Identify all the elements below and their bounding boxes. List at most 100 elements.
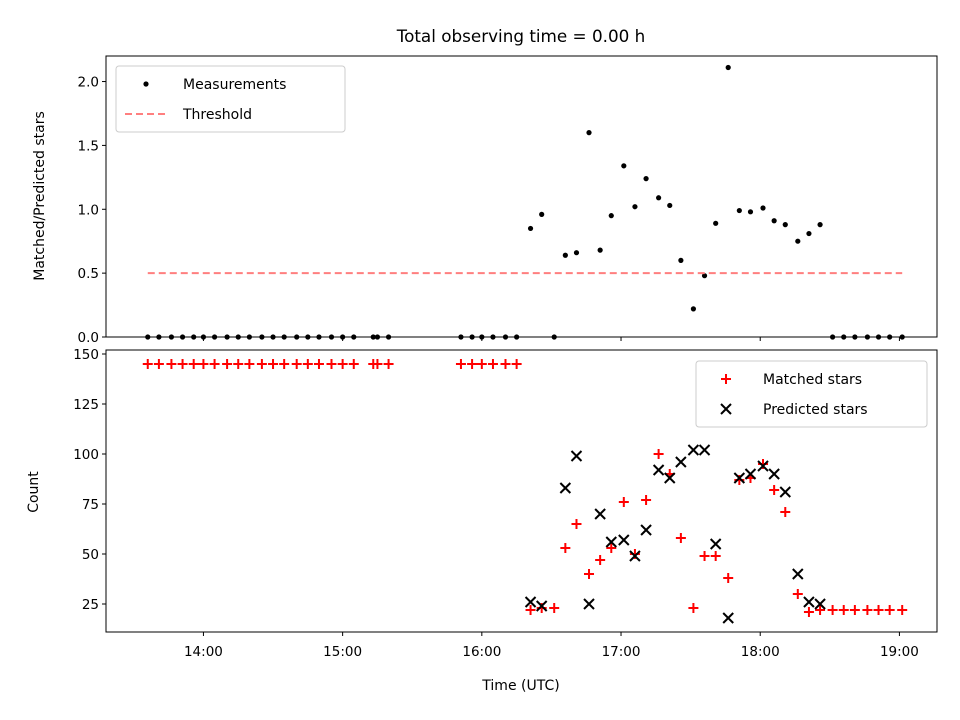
measurement-point bbox=[760, 205, 766, 211]
predicted-point bbox=[605, 536, 617, 548]
predicted-point bbox=[768, 468, 780, 480]
matched-point bbox=[372, 359, 383, 369]
matched-point bbox=[455, 359, 466, 369]
matched-point bbox=[675, 533, 686, 543]
measurement-point bbox=[667, 202, 673, 209]
measurement-point bbox=[725, 64, 731, 71]
legend-frame bbox=[115, 65, 346, 133]
ratio-panel: 0.00.51.01.52.0 Matched/Predicted stars … bbox=[32, 55, 938, 346]
x-tick-label: 14:00 bbox=[184, 644, 223, 660]
count-legend: Matched stars Predicted stars bbox=[695, 360, 928, 428]
measurement-point bbox=[539, 211, 545, 217]
predicted-point bbox=[664, 472, 676, 484]
matched-point bbox=[337, 359, 348, 369]
count-y-axis-label: Count bbox=[26, 471, 42, 513]
predicted-point bbox=[803, 596, 815, 608]
predicted-point bbox=[652, 464, 665, 476]
legend-key-matched bbox=[721, 374, 731, 384]
matched-point bbox=[177, 359, 188, 369]
ratio-y-axis: 0.0 0.5 1.0 1.5 2.0 bbox=[78, 75, 106, 346]
legend-label: Measurements bbox=[183, 77, 286, 93]
matched-point bbox=[780, 507, 791, 517]
legend-key-measurements bbox=[143, 81, 149, 87]
x-tick-label: 17:00 bbox=[602, 644, 641, 660]
predicted-point bbox=[792, 568, 804, 580]
x-tick-label: 19:00 bbox=[880, 644, 919, 660]
time-x-axis: 14:00 15:00 16:00 17:00 18:00 19:00 bbox=[184, 632, 919, 660]
y-tick-label: 0.0 bbox=[78, 330, 99, 346]
predicted-point bbox=[535, 600, 548, 612]
measurement-point bbox=[690, 306, 697, 312]
matched-point bbox=[198, 359, 209, 369]
measurement-point bbox=[678, 257, 684, 263]
measurement-point bbox=[573, 250, 580, 256]
predicted-point bbox=[744, 468, 757, 480]
matched-point bbox=[291, 359, 302, 369]
matched-point bbox=[233, 359, 244, 369]
measurement-point bbox=[586, 130, 592, 136]
matched-point bbox=[699, 551, 710, 561]
y-tick-label: 1.5 bbox=[78, 138, 99, 154]
y-tick-label: 75 bbox=[82, 497, 99, 513]
legend-frame bbox=[695, 360, 928, 428]
y-tick-label: 100 bbox=[73, 447, 99, 463]
matched-point bbox=[525, 605, 536, 615]
predicted-point bbox=[675, 456, 687, 468]
legend-label: Predicted stars bbox=[763, 402, 868, 418]
measurement-point bbox=[713, 220, 719, 226]
predicted-point bbox=[709, 538, 722, 550]
predicted-point bbox=[583, 598, 595, 610]
measurement-point bbox=[656, 195, 662, 201]
matched-point bbox=[838, 605, 849, 615]
matched-point bbox=[803, 607, 814, 617]
matched-point bbox=[302, 359, 313, 369]
measurement-point bbox=[817, 222, 823, 228]
matched-point bbox=[467, 359, 478, 369]
matched-point bbox=[268, 359, 279, 369]
matched-point bbox=[326, 359, 337, 369]
legend-label: Matched stars bbox=[763, 372, 862, 388]
count-y-axis: 25 50 75 100 125 150 bbox=[73, 347, 106, 613]
measurement-point bbox=[806, 230, 812, 237]
measurement-point bbox=[782, 222, 788, 228]
matched-point bbox=[815, 605, 826, 615]
x-axis-label: Time (UTC) bbox=[481, 678, 559, 694]
matched-point bbox=[653, 449, 664, 459]
matched-point bbox=[222, 359, 233, 369]
matched-point bbox=[897, 605, 908, 615]
legend-label: Threshold bbox=[182, 107, 252, 123]
predicted-point bbox=[629, 550, 641, 562]
y-tick-label: 0.5 bbox=[78, 266, 99, 282]
measurement-point bbox=[771, 218, 777, 224]
matched-point bbox=[873, 605, 884, 615]
matched-point bbox=[166, 359, 177, 369]
matched-point bbox=[476, 359, 487, 369]
predicted-point bbox=[687, 444, 700, 456]
matched-point bbox=[256, 359, 267, 369]
matched-point bbox=[884, 605, 895, 615]
x-tick-label: 16:00 bbox=[462, 644, 501, 660]
matched-point bbox=[500, 359, 511, 369]
predicted-point bbox=[814, 598, 826, 610]
matched-point bbox=[710, 551, 721, 561]
matched-point bbox=[849, 605, 860, 615]
y-tick-label: 125 bbox=[73, 397, 99, 413]
matched-point bbox=[827, 605, 838, 615]
y-tick-label: 50 bbox=[82, 547, 99, 563]
predicted-point bbox=[559, 482, 572, 494]
predicted-point bbox=[594, 508, 606, 520]
matched-point bbox=[279, 359, 290, 369]
measurement-point bbox=[597, 247, 603, 253]
matched-point bbox=[209, 359, 220, 369]
predicted-point bbox=[524, 596, 537, 608]
predicted-point bbox=[722, 612, 734, 624]
x-tick-label: 15:00 bbox=[323, 644, 362, 660]
matched-point bbox=[153, 359, 164, 369]
measurement-point bbox=[795, 238, 801, 244]
matched-point bbox=[606, 543, 617, 553]
y-tick-label: 25 bbox=[82, 597, 99, 613]
matched-point bbox=[511, 359, 522, 369]
measurement-point bbox=[632, 204, 638, 210]
ratio-y-axis-label: Matched/Predicted stars bbox=[32, 111, 48, 281]
